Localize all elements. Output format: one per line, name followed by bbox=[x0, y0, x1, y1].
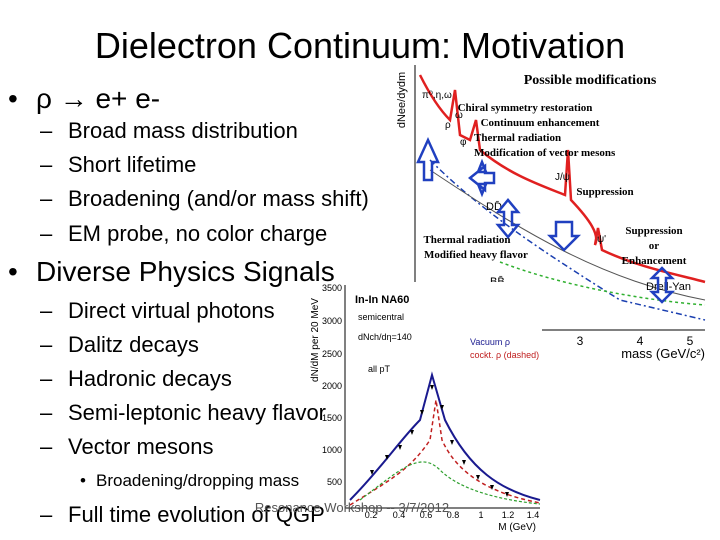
svg-text:–: – bbox=[40, 332, 53, 357]
y-tick-label: 2500 bbox=[322, 349, 342, 359]
bullet: ρ → e+ e- bbox=[36, 83, 160, 114]
annotation: Continuum enhancement bbox=[481, 117, 600, 129]
sub-bullets-2: – Direct virtual photons – Dalitz decays –… bbox=[40, 298, 326, 527]
annotation-heading: Possible modifications bbox=[524, 73, 657, 88]
annotation: Suppression bbox=[625, 225, 682, 237]
plot-label: J/ψ bbox=[555, 172, 570, 183]
sub-bullet: Dalitz decays bbox=[68, 332, 199, 357]
sub-bullets-1: – Broad mass distribution – Short lifetime… bbox=[40, 118, 369, 246]
figure-2: dN/dM per 20 MeV 3500 3000 2500 2000 150… bbox=[300, 282, 542, 533]
svg-text:–: – bbox=[40, 298, 53, 323]
y-label: dN/dM per 20 MeV bbox=[310, 298, 321, 382]
x-tick-label: 0.4 bbox=[393, 510, 406, 520]
arrows bbox=[416, 136, 676, 304]
sub-bullet: Broad mass distribution bbox=[68, 118, 298, 143]
plot-label: semicentral bbox=[358, 312, 404, 322]
y-tick-label: 2000 bbox=[322, 381, 342, 391]
y-tick-label: 1000 bbox=[322, 445, 342, 455]
sub-bullet: Vector mesons bbox=[68, 434, 214, 459]
x-tick-label: 4 bbox=[637, 334, 644, 348]
svg-text:–: – bbox=[40, 221, 53, 246]
x-label: mass (GeV/c²) bbox=[621, 346, 705, 361]
y-tick-label: 3000 bbox=[322, 316, 342, 326]
svg-text:–: – bbox=[40, 186, 53, 211]
x-tick-label: 5 bbox=[687, 334, 694, 348]
plot-label: π⁰,η,ω bbox=[422, 90, 452, 101]
annotation: Modification of vector mesons bbox=[474, 147, 616, 159]
annotation: Suppression bbox=[576, 186, 633, 198]
x-tick-label: 0.6 bbox=[420, 510, 433, 520]
svg-text:–: – bbox=[40, 502, 53, 527]
y-tick-label: 1500 bbox=[322, 413, 342, 423]
annotation: Thermal radiation bbox=[474, 132, 561, 144]
x-tick-label: 3 bbox=[577, 334, 584, 348]
annotation: or bbox=[649, 240, 660, 252]
bullet-marker: • bbox=[8, 83, 18, 114]
x-label: M (GeV) bbox=[498, 522, 536, 533]
svg-text:–: – bbox=[40, 434, 53, 459]
plot-label: ω bbox=[455, 110, 463, 121]
sub-bullet: EM probe, no color charge bbox=[68, 221, 327, 246]
x-tick-label: 1.4 bbox=[527, 510, 540, 520]
sub-bullet: Short lifetime bbox=[68, 152, 196, 177]
sub-bullet: Semi-leptonic heavy flavor bbox=[68, 400, 326, 425]
svg-text:–: – bbox=[40, 152, 53, 177]
y-tick-label: 500 bbox=[327, 477, 342, 487]
y-label: dNee/dydm bbox=[396, 72, 408, 128]
annotation: Thermal radiation bbox=[423, 234, 510, 246]
plot-label: ρ bbox=[445, 120, 451, 131]
x-tick-label: 0.2 bbox=[365, 510, 378, 520]
y-tick-label: 3500 bbox=[322, 283, 342, 293]
sub-bullet: Full time evolution of QGP bbox=[68, 502, 325, 527]
x-tick-label: 1.2 bbox=[502, 510, 515, 520]
plot-label: DD̄ bbox=[486, 200, 502, 213]
sub-sub-bullet: Broadening/dropping mass bbox=[96, 471, 299, 490]
plot-label: Vacuum ρ bbox=[470, 337, 510, 347]
bullet-marker: • bbox=[80, 471, 86, 490]
plot-label: In-In NA60 bbox=[355, 294, 409, 306]
annotation: Chiral symmetry restoration bbox=[458, 102, 593, 114]
plot-label: all pT bbox=[368, 364, 391, 374]
plot-label: dNch/dη=140 bbox=[358, 332, 412, 342]
plot-label: φ bbox=[460, 137, 467, 148]
svg-text:–: – bbox=[40, 366, 53, 391]
svg-text:–: – bbox=[40, 400, 53, 425]
sub-bullet: Hadronic decays bbox=[68, 366, 232, 391]
annotation: Enhancement bbox=[622, 255, 687, 267]
x-tick-label: 0.8 bbox=[447, 510, 460, 520]
plot-label: cockt. ρ (dashed) bbox=[470, 350, 539, 360]
bullet: Diverse Physics Signals bbox=[36, 256, 335, 287]
bullet-marker: • bbox=[8, 256, 18, 287]
plot-label: ψ' bbox=[597, 234, 606, 245]
sub-bullet: Direct virtual photons bbox=[68, 298, 275, 323]
sub-bullet: Broadening (and/or mass shift) bbox=[68, 186, 369, 211]
annotation: Modified heavy flavor bbox=[424, 249, 528, 261]
footer: Resonance Workshop -- 3/7/2012 bbox=[255, 500, 449, 515]
svg-text:–: – bbox=[40, 118, 53, 143]
x-tick-label: 1 bbox=[478, 510, 483, 520]
slide-title: Dielectron Continuum: Motivation bbox=[95, 25, 625, 66]
